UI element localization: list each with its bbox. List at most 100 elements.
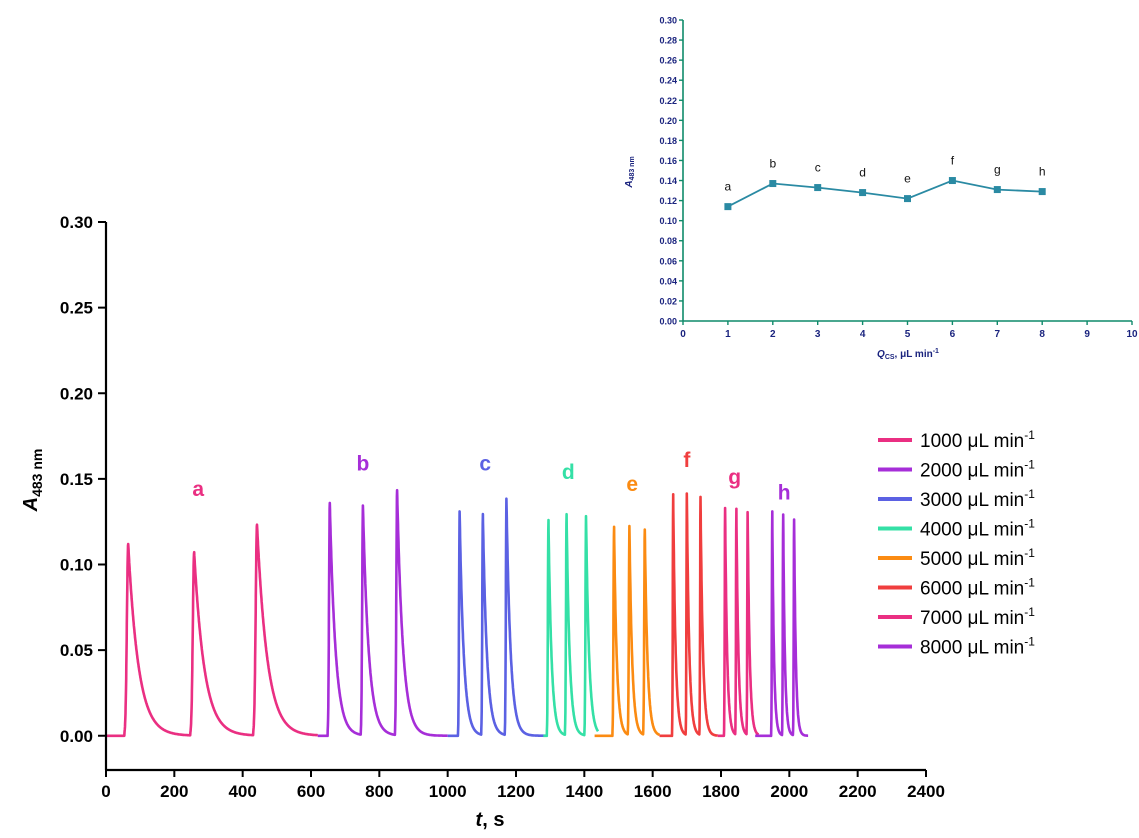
main-x-tick-label: 1400 (565, 782, 603, 801)
main-y-tick-label: 0.15 (60, 470, 93, 489)
main-x-tick-label: 0 (101, 782, 110, 801)
inset-y-tick-label: 0.02 (659, 296, 677, 306)
peak-label-d: d (562, 461, 575, 484)
inset-point (948, 177, 956, 185)
inset-point (814, 184, 822, 192)
main-x-tick-label: 1800 (702, 782, 740, 801)
peak-label-a: a (192, 478, 204, 501)
inset-x-axis-label-unit: , μL min (895, 349, 933, 360)
legend-label-exp: -1 (1024, 487, 1035, 501)
inset-x-axis-label-q: Q (877, 349, 885, 360)
inset-x-tick-label: 3 (815, 329, 821, 340)
main-x-tick-label: 400 (228, 782, 256, 801)
main-y-ticks: 0.00 0.05 0.10 0.15 0.20 0.25 0.30 (60, 213, 106, 746)
inset-x-tick-label: 6 (950, 329, 956, 340)
main-x-tick-label: 2000 (770, 782, 808, 801)
legend-label-main: 7000 μL min (920, 608, 1024, 629)
legend-label-exp: -1 (1024, 576, 1035, 590)
series-line-c (446, 497, 548, 738)
legend-label-main: 3000 μL min (920, 490, 1024, 511)
main-x-axis-label-unit: , s (482, 809, 504, 831)
main-y-tick-label: 0.00 (60, 727, 93, 746)
legend-label-exp: -1 (1024, 458, 1035, 472)
main-y-axis-label: A483 nm (20, 449, 45, 513)
main-chart: 0 200 400 600 800 1000 1200 1400 1600 1800 2000 220… (20, 213, 1035, 831)
legend-label-main: 4000 μL min (920, 520, 1024, 541)
inset-y-axis-label-sub: 483 nm (629, 156, 636, 180)
inset-series-line (727, 179, 1043, 208)
main-x-tick-label: 200 (160, 782, 188, 801)
legend-label: 3000 μL min-1 (920, 487, 1035, 511)
legend-label: 7000 μL min-1 (920, 605, 1035, 629)
main-x-axis-label-main: t (476, 809, 484, 831)
inset-y-tick-label: 0.26 (659, 56, 677, 66)
legend-label-exp: -1 (1024, 517, 1035, 531)
legend-label: 5000 μL min-1 (920, 546, 1035, 570)
inset-y-tick-label: 0.14 (659, 176, 677, 186)
inset-y-tick-label: 0.30 (659, 16, 677, 26)
series-line-g (716, 506, 760, 738)
main-series-group (104, 488, 810, 738)
series-line-h (753, 510, 810, 738)
inset-x-ticks: 0 1 2 3 4 5 6 7 8 9 10 (680, 321, 1138, 340)
peak-label-g: g (728, 466, 741, 489)
legend-label: 2000 μL min-1 (920, 458, 1035, 482)
main-x-tick-label: 1000 (429, 782, 467, 801)
inset-series: a b c d e f g h (724, 154, 1046, 211)
legend-label-main: 6000 μL min (920, 579, 1024, 600)
legend-label-exp: -1 (1024, 605, 1035, 619)
legend-label-main: 2000 μL min (920, 461, 1024, 482)
inset-point (904, 195, 911, 203)
inset-y-tick-label: 0.00 (659, 317, 677, 327)
series-line-b (316, 488, 449, 738)
main-y-tick-label: 0.30 (60, 213, 93, 232)
inset-y-tick-label: 0.22 (659, 96, 677, 106)
inset-point (724, 203, 732, 211)
legend-label: 8000 μL min-1 (920, 635, 1035, 659)
legend-label-main: 8000 μL min (920, 638, 1024, 659)
main-y-axis-label-main: A (20, 497, 42, 512)
main-x-tick-label: 1200 (497, 782, 535, 801)
inset-y-tick-label: 0.16 (659, 156, 677, 166)
inset-point (1038, 188, 1046, 196)
peak-label-f: f (683, 449, 691, 472)
inset-y-tick-label: 0.28 (659, 36, 677, 46)
inset-x-tick-label: 5 (905, 329, 911, 340)
legend-label: 6000 μL min-1 (920, 576, 1035, 600)
series-line-a (104, 523, 320, 738)
inset-x-tick-label: 9 (1084, 329, 1090, 340)
main-x-tick-label: 1600 (634, 782, 672, 801)
inset-y-ticks: 0.00 0.02 0.04 0.06 0.08 0.10 0.12 0.14 0.16 0.18… (659, 16, 683, 327)
main-x-tick-label: 2200 (839, 782, 877, 801)
main-x-tick-label: 600 (297, 782, 325, 801)
peak-label-b: b (357, 452, 370, 475)
inset-y-tick-label: 0.24 (659, 76, 677, 86)
legend-label: 4000 μL min-1 (920, 517, 1035, 541)
inset-y-tick-label: 0.06 (659, 256, 677, 266)
inset-point-label: g (994, 163, 1001, 177)
main-y-tick-label: 0.10 (60, 556, 93, 575)
inset-point (859, 189, 867, 197)
legend-label-exp: -1 (1024, 635, 1035, 649)
legend-label: 1000 μL min-1 (920, 428, 1035, 452)
inset-x-tick-label: 2 (770, 329, 776, 340)
inset-point-label: f (951, 154, 955, 168)
inset-x-tick-label: 10 (1126, 329, 1138, 340)
main-y-tick-label: 0.25 (60, 299, 93, 318)
inset-x-axis-label-sub: CS (885, 354, 895, 361)
main-peak-labels: a b c d e f g h (192, 449, 790, 505)
inset-x-tick-label: 1 (725, 329, 731, 340)
inset-point-label: h (1039, 165, 1046, 179)
inset-point (993, 186, 1001, 194)
main-x-ticks: 0 200 400 600 800 1000 1200 1400 1600 1800 2000 220… (101, 770, 945, 801)
series-line-f (658, 492, 719, 738)
inset-chart: 0 1 2 3 4 5 6 7 8 9 10 0.00 0.02 0.04 0.06 0.08 0.10 0.1… (624, 16, 1138, 362)
inset-point-label: d (859, 166, 866, 180)
inset-x-tick-label: 4 (860, 329, 866, 340)
series-line-e (593, 524, 661, 738)
inset-point-label: e (904, 172, 911, 186)
inset-y-axis-label: A483 nm (624, 156, 636, 188)
